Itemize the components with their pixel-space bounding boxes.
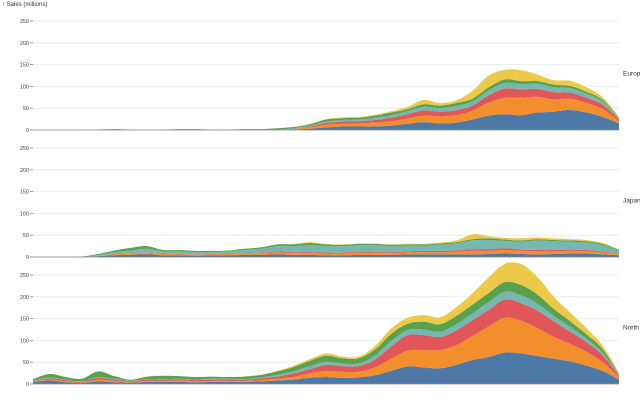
y-tick-label: 0 <box>26 382 29 388</box>
area-series-s2 <box>33 250 619 258</box>
area-series-s5 <box>33 281 619 382</box>
facet-panel-north-america: 0 50 100 150 200 250 North America <box>20 262 640 388</box>
area-series-s1 <box>33 253 619 258</box>
y-tick-label: 100 <box>20 211 29 217</box>
area-series-s3 <box>33 299 619 383</box>
y-axis-title: ↑ Sales (millions) <box>2 2 47 8</box>
y-tick-label: 50 <box>23 360 29 366</box>
area-series-s4 <box>33 239 619 258</box>
y-tick-label: 250 <box>20 19 29 25</box>
facet-label: Europe <box>623 71 640 78</box>
y-tick-label: 50 <box>23 106 29 112</box>
y-tick-label: 200 <box>20 295 29 301</box>
y-tick-label: 250 <box>20 146 29 152</box>
y-tick-label: 200 <box>20 168 29 174</box>
area-series-s1 <box>33 352 619 384</box>
y-tick-label: 150 <box>20 317 29 323</box>
facet-panel-japan: 0 50 100 150 200 250 Japan <box>20 146 640 261</box>
y-tick-label: 150 <box>20 63 29 69</box>
y-tick-label: 200 <box>20 41 29 47</box>
y-tick-label: 100 <box>20 84 29 90</box>
facet-label: North America <box>623 325 640 332</box>
area-series-s2 <box>33 317 619 384</box>
area-series-s4 <box>33 291 619 382</box>
y-tick-label: 50 <box>23 233 29 239</box>
facet-panel-europe: 0 50 100 150 200 250 Europe <box>20 19 640 134</box>
area-series-s5 <box>33 79 619 131</box>
y-tick-label: 100 <box>20 338 29 344</box>
y-tick-label: 0 <box>26 128 29 134</box>
y-tick-label: 0 <box>26 255 29 261</box>
y-tick-label: 150 <box>20 190 29 196</box>
area-series-s3 <box>33 88 619 131</box>
y-tick-label: 250 <box>20 273 29 279</box>
area-series-s1 <box>33 109 619 131</box>
facet-label: Japan <box>623 198 640 205</box>
area-series-s2 <box>33 96 619 131</box>
facet-panels: 0 50 100 150 200 250 Europe 0 50 100 150 200 250 Japa… <box>20 19 640 388</box>
area-series-s5 <box>33 238 619 258</box>
area-series-s3 <box>33 248 619 258</box>
